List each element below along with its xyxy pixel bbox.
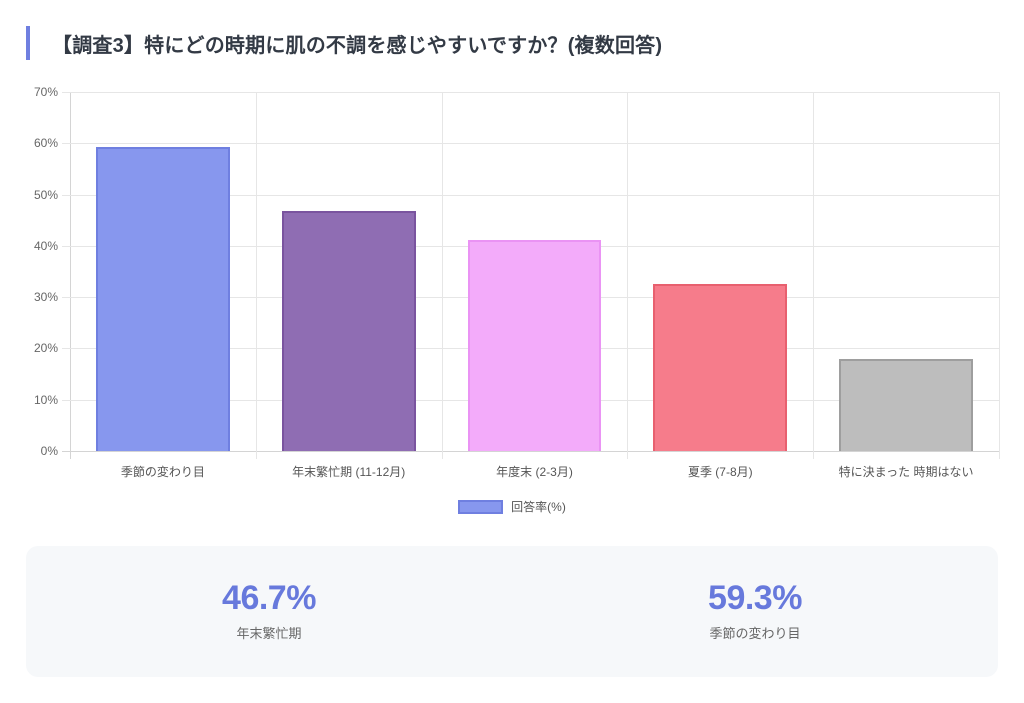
x-tick-label: 年度末 (2-3月) — [496, 465, 573, 479]
bar-4[interactable] — [653, 283, 788, 451]
title-accent-bar — [26, 26, 30, 60]
gridline-vertical — [999, 92, 1000, 459]
gridline-vertical — [813, 92, 815, 459]
stat-card-season-change: 59.3% 季節の変わり目 — [512, 546, 998, 677]
y-tick-label: 10% — [33, 392, 58, 407]
gridline-horizontal — [62, 194, 999, 196]
y-tick-label: 30% — [33, 290, 58, 305]
x-tick-label: 夏季 (7-8月) — [687, 465, 753, 479]
gridline-vertical — [255, 92, 257, 459]
stats-panel: 46.7% 年末繁忙期 59.3% 季節の変わり目 — [26, 546, 998, 677]
stat-card-year-end: 46.7% 年末繁忙期 — [26, 546, 512, 677]
chart-legend[interactable]: 回答率(%) — [0, 498, 1024, 515]
stat-label: 年末繁忙期 — [236, 625, 302, 641]
bar-2[interactable] — [281, 211, 416, 451]
y-axis — [70, 92, 71, 459]
page-title: 【調査3】特にどの時期に肌の不調を感じやすいですか？(複数回答) — [52, 34, 663, 57]
y-tick-label: 60% — [33, 136, 58, 151]
y-tick-label: 50% — [33, 187, 58, 202]
x-tick-label: 特に決まった 時期はない — [838, 465, 974, 479]
bar-5[interactable] — [839, 359, 973, 451]
y-tick-label: 20% — [33, 341, 58, 356]
y-tick-label: 0% — [40, 444, 58, 458]
bar-chart: 0% 10% 20% 30% 40% 50% 60% 70% 季節の変わり目 年末繁忙期 (11-… — [33, 85, 1000, 479]
stat-value: 46.7% — [222, 579, 316, 618]
bar-1[interactable] — [96, 146, 230, 451]
y-tick-label: 40% — [33, 238, 58, 253]
stat-value: 59.3% — [708, 579, 802, 618]
gridline-horizontal — [62, 143, 999, 145]
page-header: 【調査3】特にどの時期に肌の不調を感じやすいですか？(複数回答) — [26, 26, 662, 60]
stat-label: 季節の変わり目 — [709, 625, 801, 641]
x-tick-label: 年末繁忙期 (11-12月) — [292, 465, 406, 479]
gridline-vertical — [627, 92, 629, 459]
gridline-horizontal — [62, 92, 999, 93]
legend-swatch — [458, 499, 504, 514]
x-axis — [62, 451, 999, 452]
x-tick-label: 季節の変わり目 — [120, 465, 205, 479]
gridline-vertical — [441, 92, 443, 459]
legend-label: 回答率(%) — [511, 500, 566, 514]
bar-3[interactable] — [467, 240, 602, 451]
y-tick-label: 70% — [33, 85, 58, 99]
